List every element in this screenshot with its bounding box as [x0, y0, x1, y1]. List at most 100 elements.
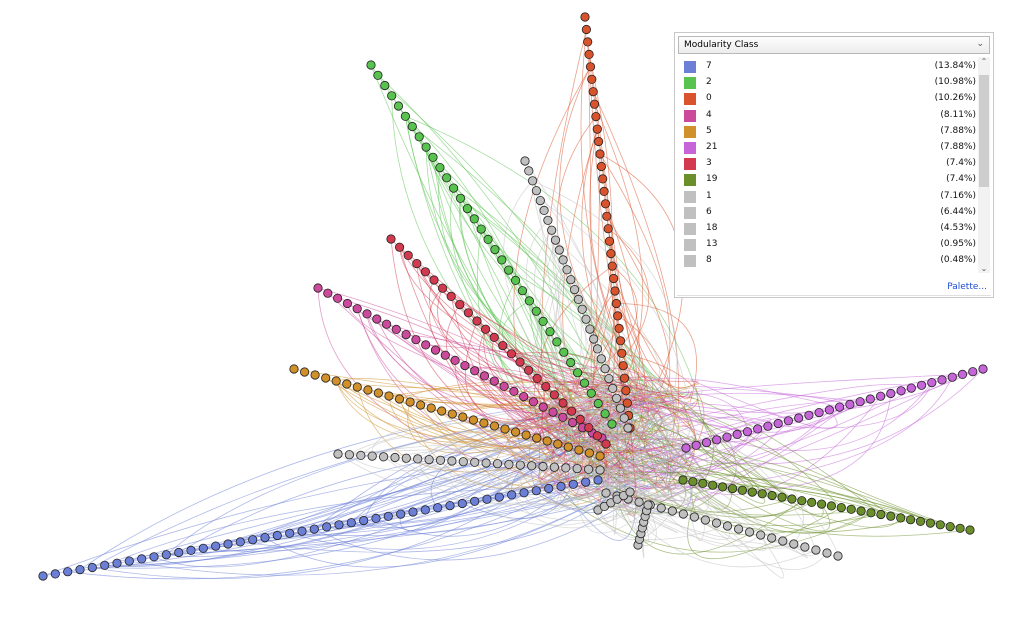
graph-node[interactable] — [678, 475, 688, 485]
color-swatch[interactable] — [684, 93, 696, 106]
graph-node[interactable] — [711, 518, 722, 528]
graph-node[interactable] — [359, 515, 369, 526]
graph-node[interactable] — [542, 436, 552, 446]
palette-link[interactable]: Palette... — [947, 282, 987, 292]
graph-node[interactable] — [619, 413, 629, 423]
graph-node[interactable] — [558, 412, 568, 422]
graph-node[interactable] — [595, 451, 605, 461]
color-swatch[interactable] — [684, 223, 696, 235]
graph-node[interactable] — [420, 505, 430, 515]
graph-node[interactable] — [625, 487, 635, 497]
graph-node[interactable] — [611, 298, 622, 309]
graph-node[interactable] — [561, 463, 571, 473]
legend-item[interactable]: 7 (13.84%) — [680, 59, 976, 75]
graph-node[interactable] — [458, 457, 468, 467]
graph-node[interactable] — [608, 273, 619, 284]
graph-node[interactable] — [124, 556, 134, 566]
graph-node[interactable] — [544, 483, 554, 494]
graph-node[interactable] — [618, 361, 628, 371]
graph-node[interactable] — [344, 450, 354, 460]
graph-node[interactable] — [947, 372, 957, 382]
graph-node[interactable] — [800, 542, 810, 552]
graph-node[interactable] — [548, 407, 558, 417]
graph-node[interactable] — [789, 539, 799, 549]
color-swatch[interactable] — [684, 77, 696, 90]
graph-node[interactable] — [524, 296, 535, 306]
legend-scrollbar[interactable]: ⌃ ⌄ — [978, 57, 990, 273]
legend-item[interactable]: 19 (7.4%) — [680, 172, 976, 188]
graph-node[interactable] — [554, 245, 564, 255]
graph-node[interactable] — [333, 449, 343, 459]
graph-node[interactable] — [846, 504, 856, 514]
graph-node[interactable] — [479, 418, 489, 428]
graph-node[interactable] — [428, 152, 438, 162]
graph-node[interactable] — [412, 258, 422, 269]
graph-node[interactable] — [455, 299, 465, 310]
graph-node[interactable] — [499, 381, 509, 391]
graph-node[interactable] — [435, 163, 445, 173]
legend-item[interactable]: 5 (7.88%) — [680, 124, 976, 140]
graph-node[interactable] — [589, 99, 600, 109]
graph-node[interactable] — [285, 528, 295, 538]
graph-node[interactable] — [519, 488, 529, 498]
graph-node[interactable] — [733, 524, 744, 534]
graph-node[interactable] — [566, 406, 577, 416]
graph-node[interactable] — [462, 204, 472, 214]
graph-node[interactable] — [532, 433, 542, 443]
graph-node[interactable] — [521, 430, 531, 440]
graph-node[interactable] — [414, 132, 424, 142]
graph-node[interactable] — [424, 454, 434, 465]
graph-node[interactable] — [814, 407, 824, 418]
color-swatch[interactable] — [684, 206, 696, 219]
graph-node[interactable] — [556, 481, 566, 491]
graph-node[interactable] — [332, 293, 343, 303]
graph-node[interactable] — [886, 511, 896, 521]
graph-node[interactable] — [543, 215, 553, 225]
graph-node[interactable] — [363, 385, 373, 395]
graph-node[interactable] — [727, 483, 738, 494]
graph-node[interactable] — [585, 62, 596, 72]
graph-node[interactable] — [978, 364, 988, 374]
graph-node[interactable] — [458, 412, 468, 422]
graph-node[interactable] — [742, 427, 753, 437]
graph-node[interactable] — [321, 373, 331, 383]
graph-node[interactable] — [430, 345, 441, 355]
graph-node[interactable] — [572, 368, 583, 378]
graph-node[interactable] — [528, 397, 539, 407]
graph-node[interactable] — [598, 174, 608, 184]
graph-node[interactable] — [945, 521, 955, 532]
graph-node[interactable] — [523, 365, 534, 375]
graph-node[interactable] — [429, 275, 439, 285]
graph-node[interactable] — [421, 142, 431, 152]
graph-node[interactable] — [309, 524, 319, 534]
graph-node[interactable] — [507, 490, 517, 500]
graph-node[interactable] — [595, 465, 605, 475]
graph-node[interactable] — [50, 569, 60, 579]
graph-node[interactable] — [421, 340, 431, 350]
graph-node[interactable] — [607, 261, 617, 271]
graph-node[interactable] — [607, 419, 617, 429]
graph-node[interactable] — [545, 327, 555, 337]
graph-node[interactable] — [137, 554, 147, 564]
graph-node[interactable] — [531, 306, 541, 316]
graph-node[interactable] — [722, 521, 733, 531]
graph-node[interactable] — [783, 416, 794, 426]
graph-node[interactable] — [562, 265, 572, 275]
graph-node[interactable] — [807, 497, 817, 507]
legend-item[interactable]: 0 (10.26%) — [680, 91, 976, 107]
graph-node[interactable] — [811, 545, 821, 555]
graph-node[interactable] — [708, 480, 718, 490]
graph-node[interactable] — [744, 527, 755, 537]
color-swatch[interactable] — [684, 158, 696, 171]
graph-node[interactable] — [460, 360, 470, 371]
graph-node[interactable] — [445, 500, 455, 511]
graph-node[interactable] — [601, 488, 611, 498]
graph-node[interactable] — [824, 405, 835, 415]
graph-node[interactable] — [400, 111, 410, 121]
graph-node[interactable] — [450, 355, 460, 365]
graph-node[interactable] — [468, 415, 478, 425]
graph-node[interactable] — [767, 490, 777, 501]
graph-node[interactable] — [581, 314, 591, 324]
graph-node[interactable] — [595, 149, 605, 159]
graph-node[interactable] — [896, 513, 906, 523]
